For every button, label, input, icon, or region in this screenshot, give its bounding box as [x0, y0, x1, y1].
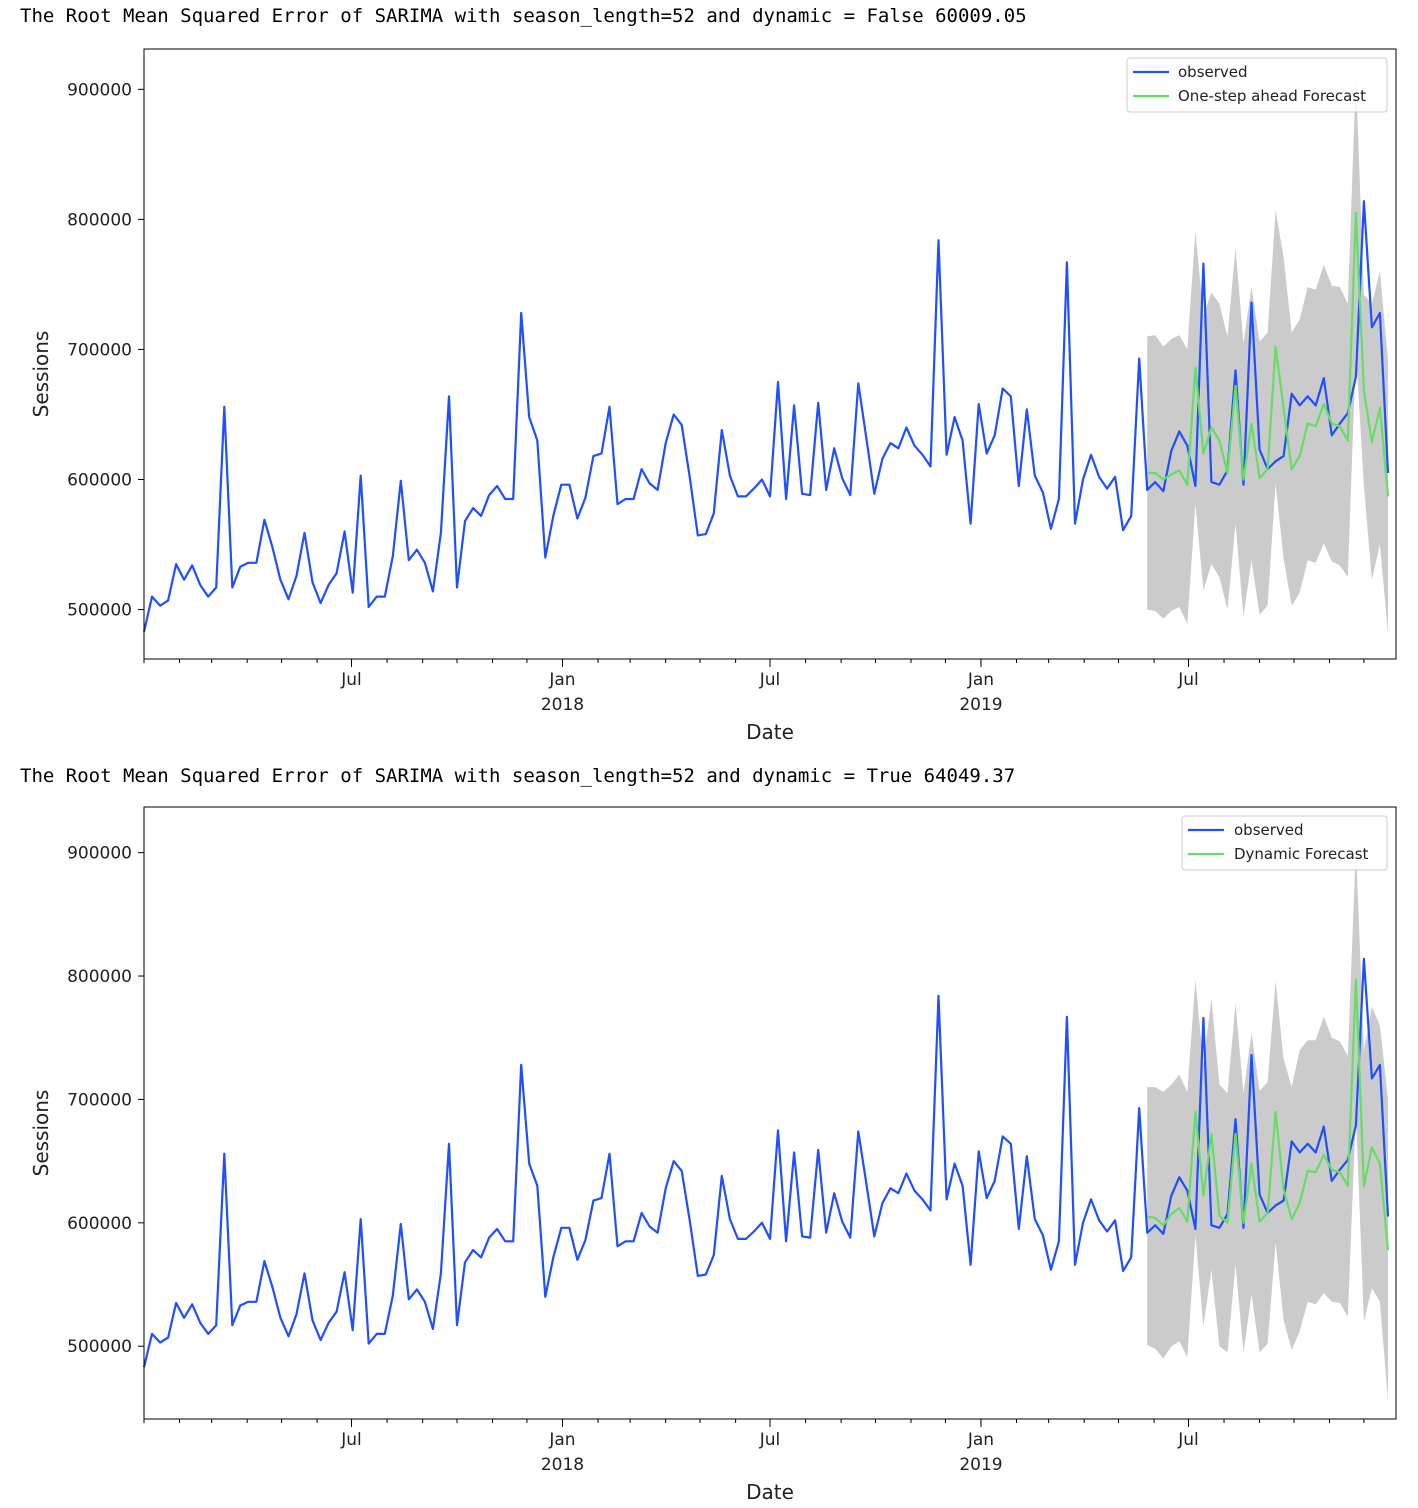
- forecast-chart-static: 500000 600000 700000 800000 900000 Jul Jan 2018…: [29, 48, 1397, 744]
- x-tick-label: Jan: [967, 670, 994, 690]
- legend: observed Dynamic Forecast: [1181, 815, 1388, 871]
- confidence-band: [1147, 846, 1388, 1401]
- series-line-observed: [142, 200, 1390, 632]
- series-line-observed: [142, 957, 1390, 1368]
- plot-area: 500000 600000 700000 800000 900000 Jul Jan 2018…: [29, 806, 1397, 1504]
- confidence-band: [1147, 75, 1388, 633]
- x-tick-year-label: 2019: [959, 1455, 1002, 1475]
- x-tick-label: Jul: [1177, 1430, 1199, 1450]
- y-axis-title: Sessions: [29, 331, 53, 418]
- x-tick-year-label: 2019: [959, 695, 1002, 715]
- y-tick-label: 700000: [67, 1090, 132, 1110]
- x-tick-year-label: 2018: [541, 1455, 584, 1475]
- y-tick-label: 600000: [67, 1214, 132, 1234]
- y-tick-label: 800000: [67, 210, 132, 230]
- legend-box: [1181, 815, 1388, 871]
- y-tick-label: 800000: [67, 967, 132, 987]
- legend-label-forecast: One-step ahead Forecast: [1178, 87, 1366, 105]
- plot-area: 500000 600000 700000 800000 900000 Jul Jan 2018…: [29, 48, 1397, 744]
- rmse-caption-static: The Root Mean Squared Error of SARIMA wi…: [20, 5, 1027, 27]
- x-tick-year-label: 2018: [541, 695, 584, 715]
- x-tick-label: Jul: [340, 1430, 362, 1450]
- legend-label-observed: observed: [1178, 63, 1248, 81]
- x-axis-title: Date: [746, 1480, 794, 1504]
- y-tick-label: 500000: [67, 601, 132, 621]
- rmse-caption-dynamic: The Root Mean Squared Error of SARIMA wi…: [20, 765, 1016, 787]
- y-axis-title: Sessions: [29, 1090, 53, 1177]
- x-axis-title: Date: [746, 720, 794, 744]
- y-tick-label: 900000: [67, 844, 132, 864]
- forecast-chart-dynamic: 500000 600000 700000 800000 900000 Jul Jan 2018…: [29, 806, 1397, 1504]
- series-line-forecast: [1147, 211, 1390, 497]
- x-tick-label: Jul: [340, 670, 362, 690]
- legend-box: [1126, 57, 1388, 113]
- x-tick-label: Jul: [1177, 670, 1199, 690]
- series-line-forecast: [1147, 978, 1390, 1251]
- x-tick-label: Jul: [759, 1430, 781, 1450]
- x-tick-label: Jan: [548, 1430, 575, 1450]
- legend-label-forecast: Dynamic Forecast: [1234, 845, 1369, 863]
- x-tick-label: Jan: [967, 1430, 994, 1450]
- legend-label-observed: observed: [1234, 821, 1304, 839]
- x-tick-label: Jan: [548, 670, 575, 690]
- y-tick-label: 600000: [67, 471, 132, 491]
- y-tick-label: 700000: [67, 340, 132, 360]
- y-tick-label: 500000: [67, 1337, 132, 1357]
- legend: observed One-step ahead Forecast: [1126, 57, 1388, 113]
- x-tick-label: Jul: [759, 670, 781, 690]
- y-tick-label: 900000: [67, 80, 132, 100]
